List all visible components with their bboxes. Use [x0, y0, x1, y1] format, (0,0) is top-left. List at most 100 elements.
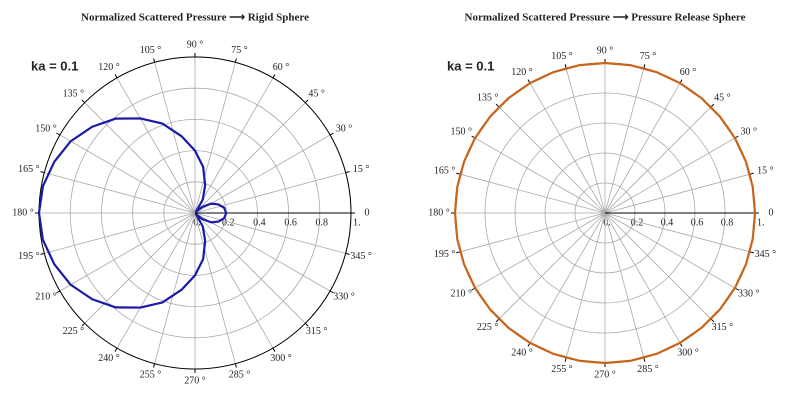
theta-tick-label: 165 ° — [434, 165, 456, 176]
grid-spoke — [194, 212, 331, 292]
theta-tick — [643, 64, 646, 69]
grid-spoke — [44, 212, 196, 254]
grid-spoke — [565, 68, 606, 214]
theta-tick-label: 105 ° — [140, 45, 162, 56]
theta-tick — [749, 172, 754, 175]
theta-tick-label: 45 ° — [308, 89, 325, 100]
theta-tick-label: 180 ° — [428, 207, 450, 218]
theta-tick-label: 210 ° — [450, 288, 472, 299]
grid-spoke — [498, 212, 606, 320]
theta-tick-label: 195 ° — [434, 249, 456, 260]
theta-tick — [710, 103, 715, 108]
theta-tick-label: 15 ° — [353, 164, 370, 175]
grid-spoke — [194, 62, 236, 214]
theta-tick — [304, 322, 309, 327]
grid-spoke — [565, 212, 606, 358]
grid-spoke — [194, 212, 274, 349]
r-tick-label: 0.2 — [631, 217, 644, 228]
grid-spoke — [84, 212, 196, 324]
grid-spoke — [604, 212, 736, 289]
theta-tick — [81, 322, 86, 327]
grid-spoke — [474, 212, 606, 289]
grid-spoke — [116, 212, 196, 349]
theta-tick-label: 330 ° — [333, 291, 355, 302]
theta-tick — [56, 290, 61, 294]
grid-spoke — [460, 212, 606, 253]
theta-tick — [114, 74, 118, 79]
theta-tick — [56, 132, 61, 136]
theta-tick — [564, 64, 567, 69]
grid-spoke — [59, 212, 196, 292]
grid-spoke — [154, 212, 196, 364]
theta-tick-label: 180 ° — [12, 207, 34, 218]
r-tick-label: 0. — [193, 217, 201, 228]
theta-tick — [495, 103, 500, 108]
theta-tick-label: 195 ° — [18, 251, 40, 262]
theta-tick — [749, 251, 754, 254]
theta-tick-label: 285 ° — [229, 370, 251, 381]
r-tick-label: 0.2 — [222, 217, 235, 228]
r-tick-label: 0.8 — [721, 217, 734, 228]
grid-spoke — [194, 77, 274, 214]
theta-tick-label: 330 ° — [738, 288, 760, 299]
theta-tick — [456, 251, 461, 254]
theta-tick-label: 90 ° — [597, 45, 614, 56]
theta-tick-label: 105 ° — [551, 51, 573, 62]
theta-tick-label: 0 — [365, 207, 370, 218]
theta-tick — [40, 252, 45, 255]
theta-tick — [643, 357, 646, 362]
theta-tick — [345, 171, 350, 174]
r-tick-label: 1. — [353, 217, 361, 228]
theta-tick — [304, 99, 309, 104]
data-line — [37, 117, 228, 309]
theta-tick-label: 240 ° — [511, 348, 533, 359]
theta-tick-label: 210 ° — [35, 291, 57, 302]
theta-tick-label: 315 ° — [306, 326, 328, 337]
theta-tick-label: 255 ° — [140, 370, 162, 381]
grid-spoke — [44, 172, 196, 214]
theta-tick-label: 225 ° — [63, 326, 85, 337]
grid-spoke — [116, 77, 196, 214]
grid-spoke — [529, 212, 606, 344]
theta-tick — [272, 347, 276, 352]
theta-tick-label: 345 ° — [755, 249, 777, 260]
theta-tick — [495, 318, 500, 323]
grid-spoke — [604, 137, 736, 214]
theta-tick — [153, 363, 156, 368]
theta-tick — [234, 58, 237, 63]
theta-tick-label: 255 ° — [551, 364, 573, 375]
theta-tick-label: 240 ° — [98, 353, 120, 364]
theta-tick-label: 135 ° — [63, 89, 85, 100]
r-tick-label: 0.4 — [661, 217, 674, 228]
r-tick-label: 0. — [603, 217, 611, 228]
theta-tick — [40, 171, 45, 174]
grid-spoke — [498, 106, 606, 214]
theta-tick — [114, 347, 118, 352]
grid-spoke — [194, 212, 306, 324]
theta-tick-label: 345 ° — [350, 251, 372, 262]
grid-spoke — [194, 102, 306, 214]
theta-tick-label: 225 ° — [477, 322, 499, 333]
theta-tick — [329, 132, 334, 136]
grid-spoke — [604, 106, 712, 214]
polar-chart: Normalized Scattered Pressure ⟶ Rigid Sp… — [12, 12, 372, 387]
theta-tick-label: 60 ° — [273, 62, 290, 73]
grid-spoke — [604, 212, 645, 358]
grid-spoke — [604, 82, 681, 214]
grid-spoke — [194, 172, 346, 214]
grid-spoke — [154, 62, 196, 214]
theta-tick-label: 45 ° — [714, 93, 731, 104]
theta-tick — [272, 74, 276, 79]
theta-tick-label: 0 — [769, 207, 774, 218]
r-tick-label: 0.8 — [316, 217, 329, 228]
theta-tick — [564, 357, 567, 362]
theta-tick-label: 90 ° — [187, 39, 204, 50]
r-tick-label: 0.6 — [691, 217, 704, 228]
theta-tick-label: 300 ° — [677, 348, 699, 359]
theta-tick-label: 120 ° — [511, 67, 533, 78]
grid-spoke — [604, 212, 750, 253]
theta-tick — [345, 252, 350, 255]
grid-spoke — [604, 68, 645, 214]
r-tick-label: 0.6 — [284, 217, 297, 228]
